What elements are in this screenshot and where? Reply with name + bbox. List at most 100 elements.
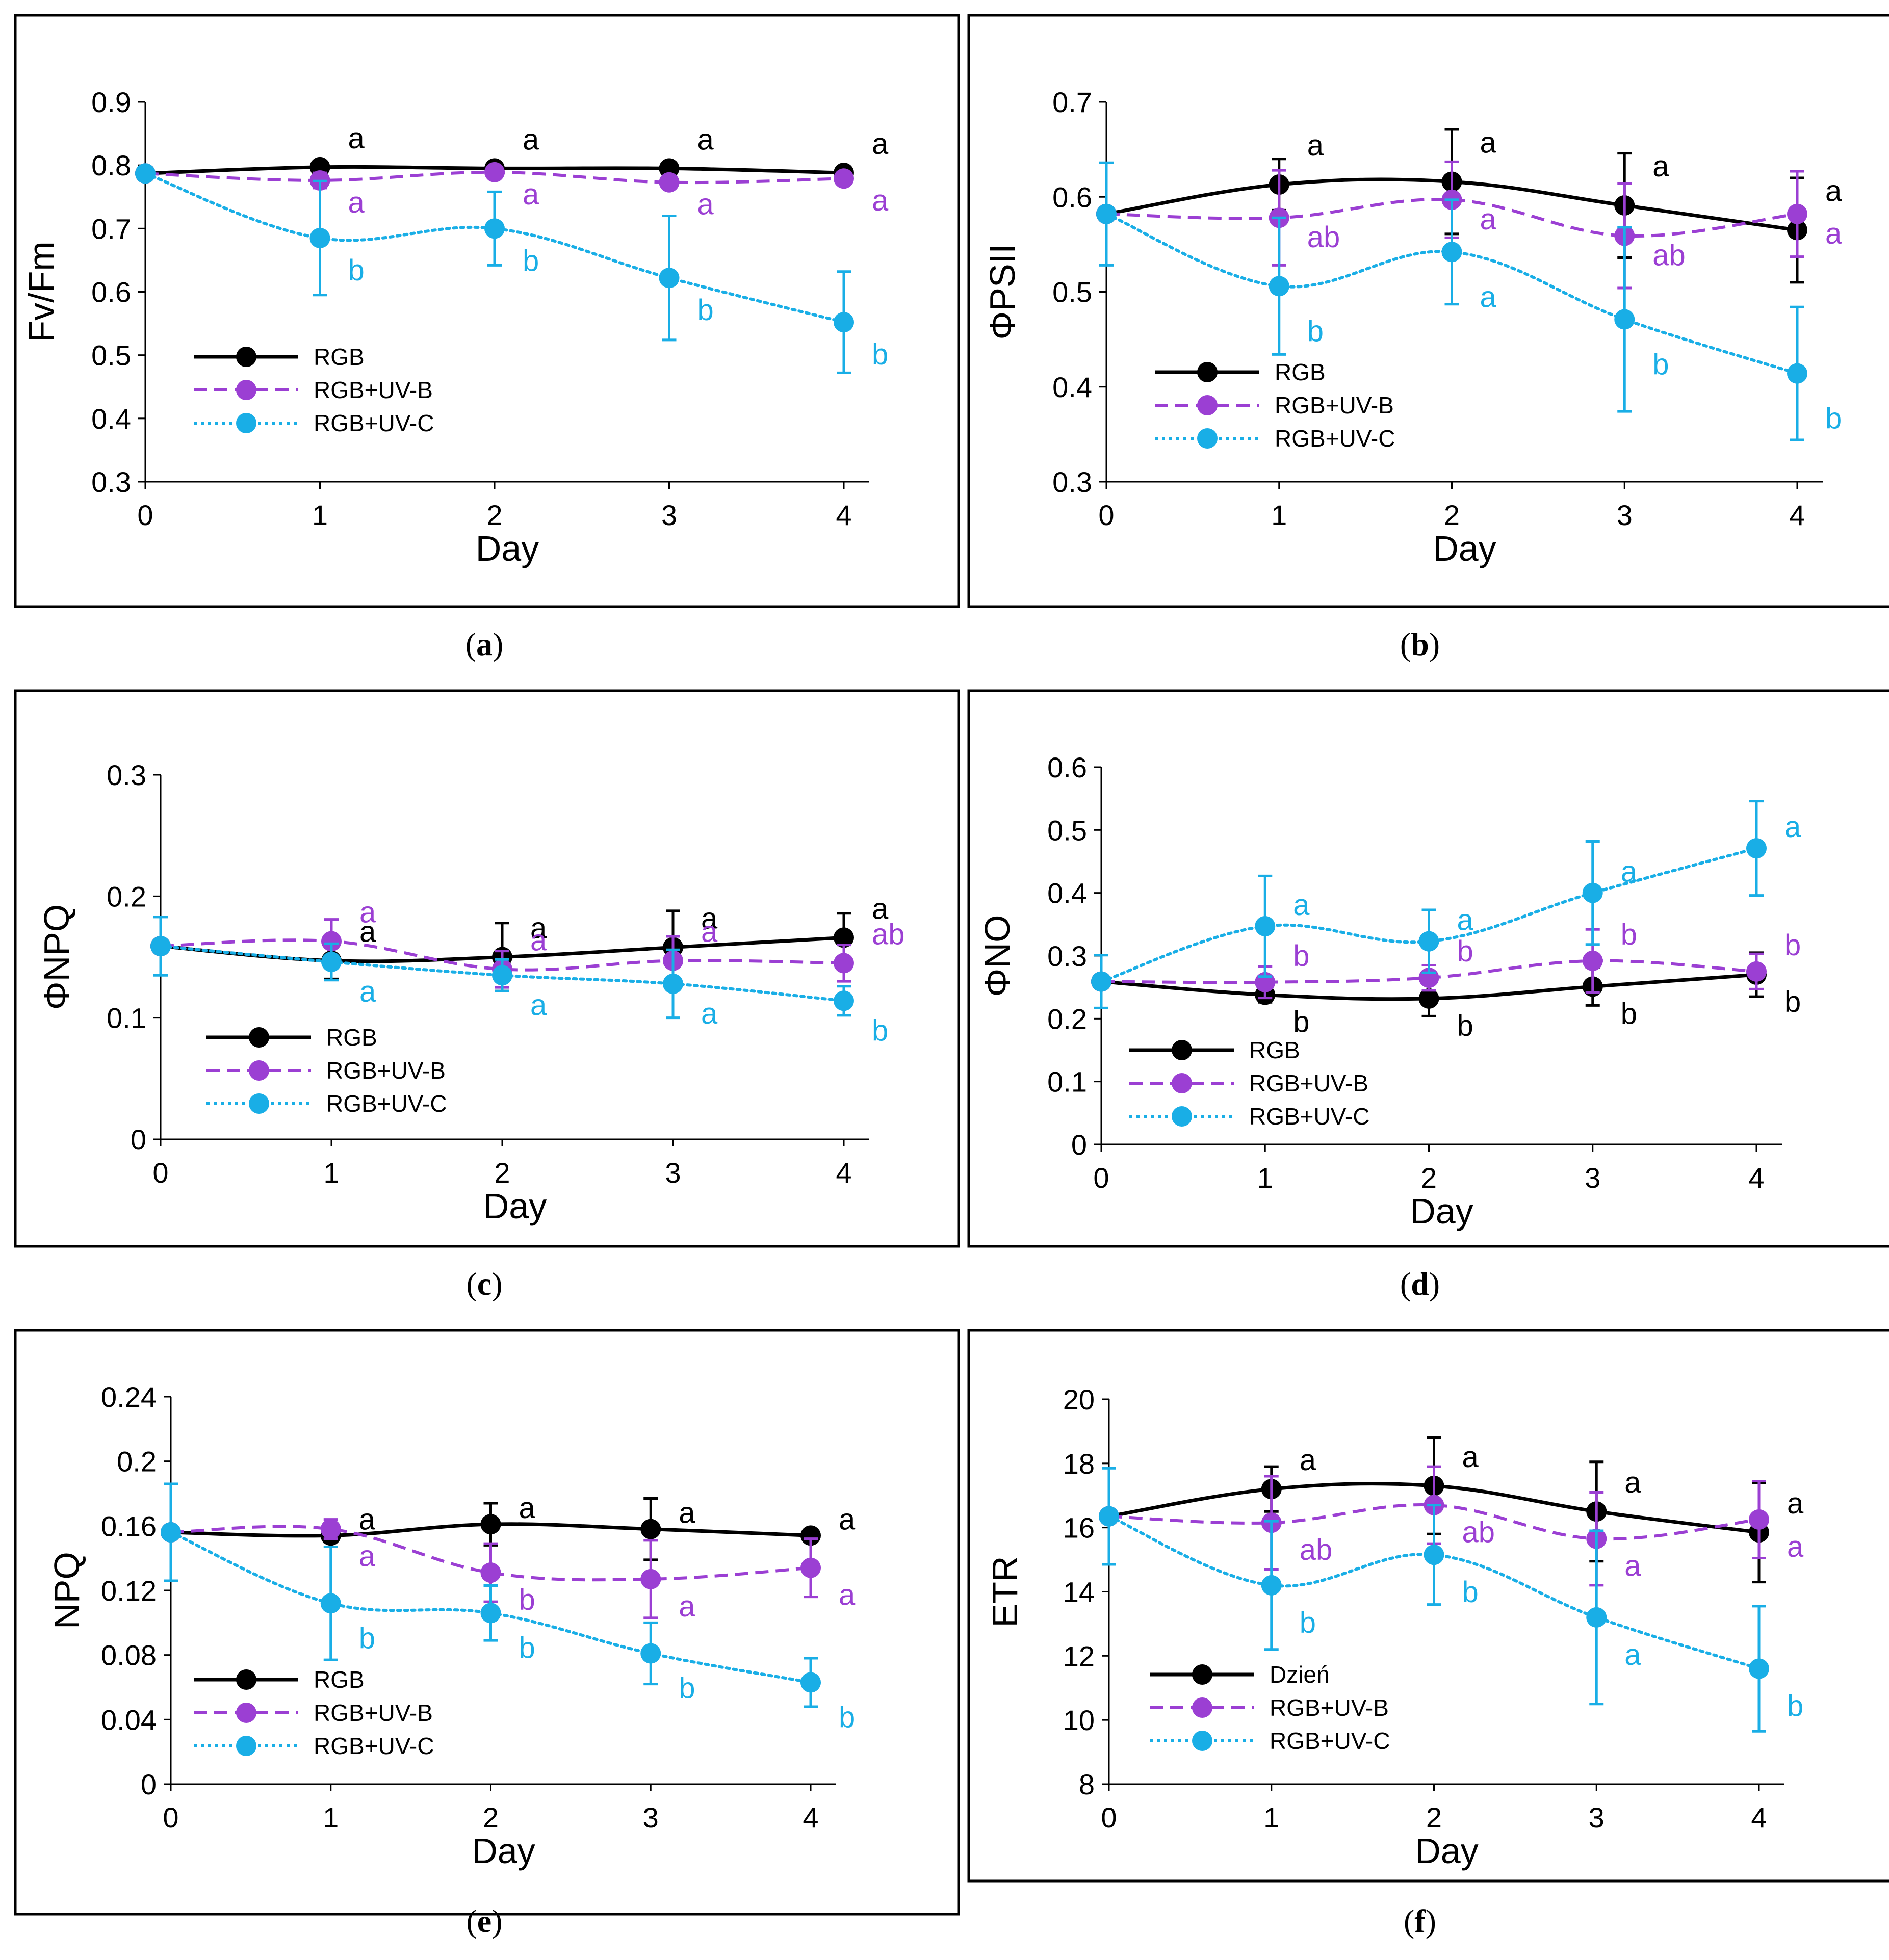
y-tick-label: 0.2 [107,880,146,912]
series-line [170,1525,811,1582]
x-axis-title: Day [476,529,539,568]
y-tick-label: 0.24 [101,1381,157,1413]
legend-label-UVB: RGB+UV-B [314,377,433,403]
significance-label: a [1784,811,1801,844]
y-tick-label: 0.2 [117,1446,157,1478]
significance-label: a [523,123,539,156]
data-point [484,162,505,182]
x-tick-label: 3 [665,1157,681,1189]
significance-label: b [1457,935,1473,968]
legend-marker-RGB [1172,1040,1192,1060]
legend-label-UVC: RGB+UV-C [1275,425,1395,452]
series-UVC: b bbb [135,163,888,374]
y-tick-label: 20 [1063,1383,1095,1416]
data-point [640,1569,661,1589]
legend-label-UVC: RGB+UV-C [1270,1728,1390,1754]
data-point [150,936,171,957]
data-point [480,1562,501,1583]
x-tick-label: 3 [1589,1801,1605,1834]
x-tick-label: 1 [323,1801,339,1834]
significance-label: a [839,1579,856,1612]
significance-label: b [1300,1606,1316,1639]
y-tick-label: 0.5 [91,339,131,372]
legend-marker-RGB [236,347,256,367]
x-tick-label: 0 [1101,1801,1117,1834]
y-tick-label: 0.8 [91,149,131,181]
legend-marker-UVB [249,1060,269,1081]
significance-label: a [679,1497,695,1530]
significance-label: b [348,254,365,287]
legend-marker-RGB [249,1027,269,1048]
data-point [1269,276,1289,297]
data-point [1746,961,1767,982]
significance-label: a [1624,1550,1641,1583]
legend-label-UVC: RGB+UV-C [1249,1103,1369,1130]
significance-label: ab [1652,239,1686,272]
y-tick-label: 0.4 [1052,371,1092,403]
significance-label: b [523,244,539,277]
y-tick-label: 12 [1063,1640,1095,1672]
data-point [1424,1545,1444,1565]
significance-label: a [348,186,365,219]
x-tick-label: 0 [137,499,153,531]
significance-label: b [1787,1690,1803,1723]
x-tick-label: 4 [1748,1162,1764,1194]
y-tick-label: 0.2 [1047,1003,1087,1035]
data-point [484,218,505,239]
y-tick-label: 0.5 [1052,276,1092,308]
significance-label: a [348,122,365,155]
data-point [800,1525,821,1546]
legend-label-UVB: RGB+UV-B [326,1057,446,1084]
significance-label: a [872,184,889,217]
legend-marker-RGB [1192,1664,1212,1685]
data-point [1261,1575,1282,1596]
x-tick-label: 1 [1263,1801,1279,1834]
series-UVC: b bbb [161,1482,855,1734]
series-line [144,172,845,324]
y-tick-label: 0 [141,1768,157,1800]
data-point [480,1514,501,1535]
y-tick-label: 0.4 [91,403,131,435]
significance-label: b [1293,1005,1309,1038]
legend-label-UVC: RGB+UV-C [326,1090,447,1117]
data-point [320,1593,341,1614]
significance-label: a [697,188,714,221]
legend-marker-UVC [1192,1731,1212,1751]
panel-frame [967,14,1889,608]
data-point [1749,1658,1769,1679]
data-point [1099,1506,1119,1527]
data-point [1586,1607,1607,1628]
significance-label: a [530,924,547,957]
y-tick-label: 0.3 [107,759,146,791]
panel-caption: (c) [466,1266,502,1302]
x-tick-label: 4 [1789,499,1805,531]
significance-label: a [1624,1638,1641,1671]
y-tick-label: 8 [1079,1768,1095,1800]
y-tick-label: 0.7 [1052,86,1092,118]
x-tick-label: 3 [643,1801,659,1834]
y-tick-label: 0.1 [107,1002,146,1034]
series-UVB: b bb b [1091,918,1801,1000]
significance-label: a [1293,888,1310,922]
significance-label: b [679,1672,695,1705]
series-UVC: a a ab [150,916,888,1047]
x-tick-label: 4 [803,1801,818,1834]
data-point [834,990,854,1011]
significance-label: b [1784,985,1801,1018]
significance-label: ab [1300,1533,1333,1566]
y-tick-label: 0.16 [101,1510,157,1542]
data-point [659,172,680,193]
x-tick-label: 2 [486,499,502,531]
data-point [1255,916,1276,937]
significance-label: a [1825,174,1842,207]
significance-label: a [1300,1444,1316,1477]
panel-caption: (b) [1400,626,1440,662]
x-tick-label: 3 [1617,499,1633,531]
significance-label: a [519,1492,536,1525]
x-tick-label: 3 [1585,1162,1600,1194]
data-point [800,1557,821,1578]
y-tick-label: 0.5 [1047,814,1087,846]
y-tick-label: 0.6 [91,276,131,308]
data-point [834,168,854,189]
